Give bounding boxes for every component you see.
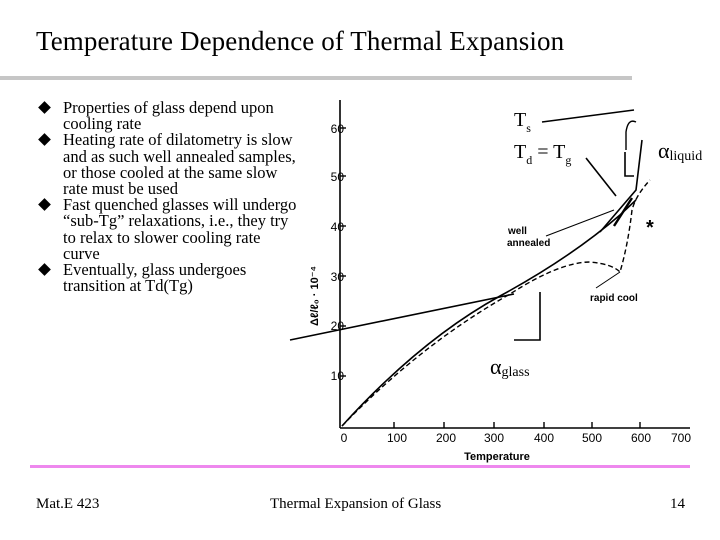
- td-eq: = T: [532, 141, 565, 163]
- bullet-list: Properties of glass depend upon cooling …: [36, 98, 298, 296]
- x-tick-label: 400: [534, 431, 554, 445]
- y-ticks: [340, 127, 346, 377]
- x-tick-labels: 0 100 200 300 400 500 600 700: [341, 431, 692, 445]
- page-number: 14: [670, 496, 685, 512]
- alpha-symbol: α: [490, 354, 502, 379]
- footer-course: Mat.E 423: [36, 496, 100, 512]
- ts-sub: s: [526, 121, 531, 135]
- alpha-glass-label: αglass: [490, 354, 530, 380]
- bullet-text: Eventually, glass undergoes transition a…: [63, 260, 247, 296]
- annealed-pointer: [545, 209, 615, 237]
- y-axis-label: Δℓ/ℓ₀ · 10⁻⁴: [309, 266, 321, 326]
- ts-main: T: [514, 109, 526, 131]
- footer-topic: Thermal Expansion of Glass: [270, 496, 442, 512]
- y-tick-label: 50: [331, 170, 345, 184]
- alpha-symbol: α: [658, 138, 670, 163]
- alpha-glass-sub: glass: [502, 365, 530, 380]
- ts-bracket: [625, 120, 637, 150]
- annealed-label-line2: annealed: [507, 238, 550, 249]
- y-tick-label: 10: [331, 369, 345, 383]
- ts-pointer: [541, 109, 635, 123]
- bullet-item: Properties of glass depend upon cooling …: [36, 98, 298, 134]
- rapid-label: rapid cool: [590, 293, 638, 304]
- tg-sub: g: [565, 153, 571, 167]
- well-annealed-curve: [341, 199, 637, 427]
- tangent-line: [612, 197, 634, 227]
- x-tick-label: 0: [341, 431, 348, 445]
- title-rule: [0, 76, 632, 80]
- alpha-liquid-sub: liquid: [670, 149, 703, 164]
- slide-title: Temperature Dependence of Thermal Expans…: [36, 26, 565, 56]
- x-axis-label: Temperature: [464, 451, 530, 463]
- x-ticks: [393, 422, 641, 428]
- alpha-liquid-label: αliquid: [658, 138, 702, 164]
- ts-label: Ts: [514, 109, 531, 135]
- liquid-slope-triangle: [624, 152, 634, 177]
- bullet-text: Fast quenched glasses will undergo “sub-…: [63, 195, 297, 263]
- footer-rule: [30, 465, 690, 468]
- bullet-item: Fast quenched glasses will undergo “sub-…: [36, 197, 298, 262]
- bullet-text: Heating rate of dilatometry is slow and …: [63, 130, 296, 199]
- y-tick-label: 60: [331, 122, 345, 136]
- x-tick-label: 300: [484, 431, 504, 445]
- alpha-glass-pointer: [289, 293, 515, 341]
- annealed-label-line1: well: [507, 226, 527, 237]
- x-tick-label: 100: [387, 431, 407, 445]
- x-tick-label: 200: [436, 431, 456, 445]
- liquid-curve: [599, 139, 643, 233]
- y-tick-labels: 10 20 30 40 50 60: [331, 122, 345, 383]
- bullet-text: Properties of glass depend upon cooling …: [63, 98, 274, 134]
- td-tg-label: Td = Tg: [514, 141, 571, 167]
- glass-slope-triangle: [514, 292, 541, 341]
- star-marker: *: [646, 217, 654, 239]
- td-pointer: [585, 157, 617, 197]
- y-tick-label: 30: [331, 270, 345, 284]
- td-main: T: [514, 141, 526, 163]
- bullet-item: Eventually, glass undergoes transition a…: [36, 260, 298, 296]
- bullet-item: Heating rate of dilatometry is slow and …: [36, 132, 298, 197]
- rapid-cool-curve: [341, 179, 651, 427]
- td-sub: d: [526, 153, 532, 167]
- rapid-pointer: [595, 271, 621, 289]
- x-tick-label: 500: [582, 431, 602, 445]
- y-tick-label: 40: [331, 220, 345, 234]
- x-tick-label: 700: [671, 431, 691, 445]
- x-tick-label: 600: [631, 431, 651, 445]
